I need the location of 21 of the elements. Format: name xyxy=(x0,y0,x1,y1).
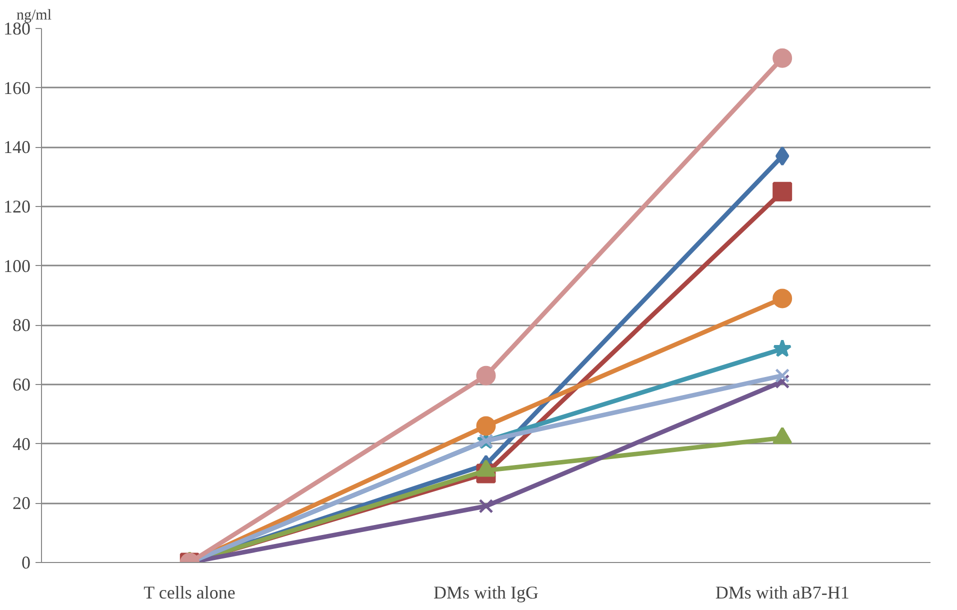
y-tick-label: 100 xyxy=(4,256,30,276)
point xyxy=(772,48,792,68)
point xyxy=(476,416,496,436)
y-tick-label: 0 xyxy=(22,552,30,572)
point xyxy=(773,339,792,358)
y-tick-label: 40 xyxy=(12,434,30,454)
y-tick-label: 120 xyxy=(4,196,30,216)
y-tick-label: 60 xyxy=(12,374,30,394)
y-tick-label: 140 xyxy=(4,137,30,158)
y-tick-label: 160 xyxy=(4,78,30,98)
point xyxy=(772,182,792,202)
point xyxy=(478,498,494,514)
point xyxy=(775,146,790,166)
point xyxy=(772,288,792,308)
x-tick-label: T cells alone xyxy=(144,582,236,602)
y-tick-label: 20 xyxy=(12,493,30,514)
y-tick-label: 80 xyxy=(12,315,30,336)
x-tick-label: DMs with aB7-H1 xyxy=(715,582,850,602)
point xyxy=(476,366,496,386)
x-tick-label: DMs with IgG xyxy=(434,582,539,602)
point xyxy=(775,368,790,383)
